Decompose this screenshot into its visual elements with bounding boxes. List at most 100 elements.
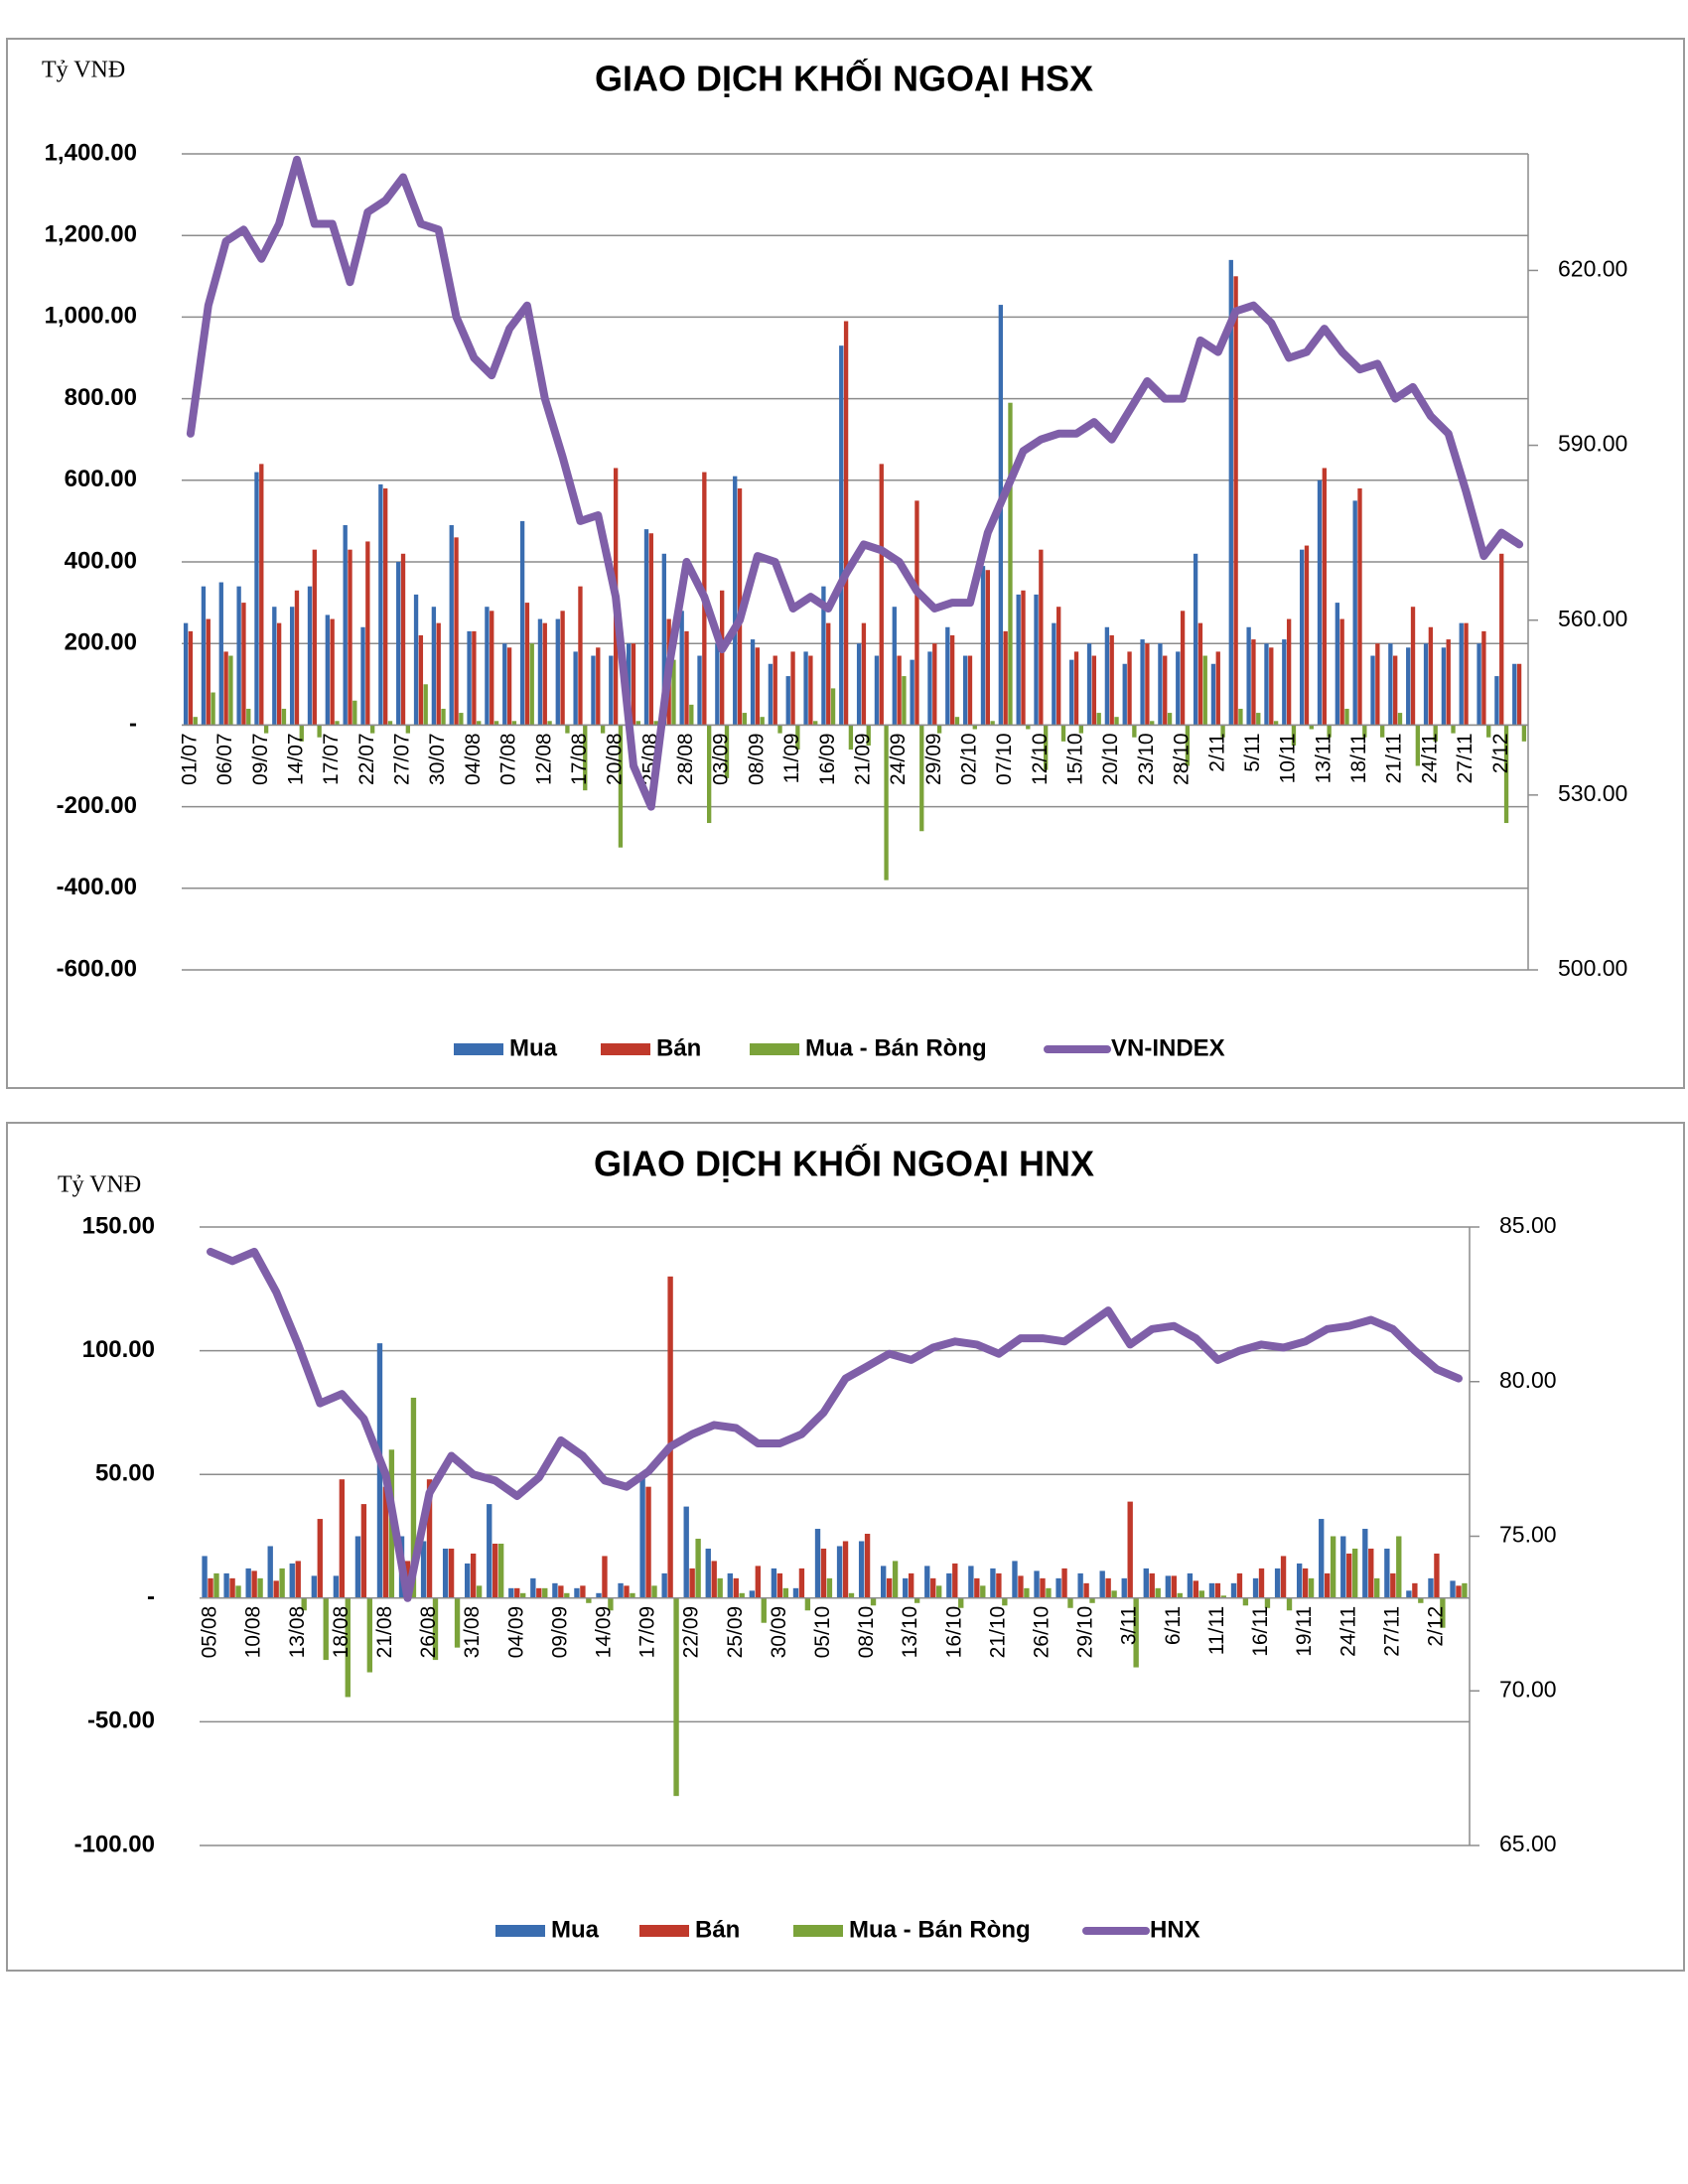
bar xyxy=(487,1504,492,1598)
x-tick-label: 28/10 xyxy=(1171,733,1194,785)
bar xyxy=(477,721,482,726)
bar xyxy=(259,464,264,726)
bar xyxy=(400,553,406,726)
y-tick-label: 600.00 xyxy=(65,466,137,492)
bar xyxy=(803,651,808,726)
bar xyxy=(720,590,725,726)
bar xyxy=(695,1538,701,1598)
bar xyxy=(985,570,990,726)
legend-swatch xyxy=(454,1043,503,1055)
bar xyxy=(880,1566,887,1598)
bar xyxy=(998,305,1004,726)
legend-label: Mua - Bán Ròng xyxy=(849,1916,1031,1943)
x-tick-label: 13/10 xyxy=(899,1606,921,1659)
bar xyxy=(902,676,907,726)
bar xyxy=(436,622,441,726)
bar xyxy=(317,1519,323,1598)
y-tick-label: - xyxy=(147,1583,155,1610)
bar xyxy=(618,725,624,848)
bar xyxy=(497,1543,504,1598)
bar xyxy=(914,1597,920,1603)
bar xyxy=(580,1585,586,1598)
bar xyxy=(202,1556,208,1598)
bar xyxy=(1155,1587,1161,1598)
x-tick-label: 26/10 xyxy=(1031,1606,1054,1659)
bar xyxy=(600,725,606,734)
bar xyxy=(962,655,968,726)
bar xyxy=(661,1572,667,1598)
bar xyxy=(1512,663,1517,726)
legend-label: HNX xyxy=(1150,1916,1200,1943)
bar xyxy=(1486,725,1491,738)
bar xyxy=(1464,622,1469,726)
bar xyxy=(661,553,667,726)
bar xyxy=(1040,1577,1046,1598)
bar xyxy=(348,549,352,726)
bar xyxy=(352,700,357,726)
bar xyxy=(1322,468,1327,726)
y-tick-label: 200.00 xyxy=(65,629,137,656)
bar xyxy=(1370,655,1375,726)
bar xyxy=(667,1276,673,1598)
bar xyxy=(706,725,712,824)
bar xyxy=(897,655,902,726)
bar xyxy=(1291,725,1297,746)
x-tick-label: 17/09 xyxy=(636,1606,659,1659)
bar xyxy=(330,618,335,726)
bar xyxy=(773,655,777,726)
bar xyxy=(1410,607,1416,726)
bar xyxy=(866,725,871,746)
bar xyxy=(1450,1580,1456,1598)
bar xyxy=(1039,549,1044,726)
bar xyxy=(294,590,300,726)
bar xyxy=(1286,1597,1293,1611)
bar xyxy=(229,1577,235,1598)
bar xyxy=(583,725,588,791)
bar xyxy=(289,607,295,726)
bar xyxy=(848,725,854,751)
bar xyxy=(1012,1561,1018,1598)
bar xyxy=(1456,1585,1462,1598)
bar xyxy=(405,725,411,734)
bar xyxy=(842,1541,849,1598)
x-tick-label: 11/11 xyxy=(1205,1606,1228,1655)
bar xyxy=(1002,1597,1008,1606)
bar xyxy=(798,1568,805,1598)
bar xyxy=(564,1592,570,1598)
bar xyxy=(689,704,694,726)
bar xyxy=(502,643,507,726)
y-tick-label: 400.00 xyxy=(65,547,137,574)
bar xyxy=(235,1585,241,1598)
bar xyxy=(1197,622,1203,726)
bar xyxy=(1406,647,1411,726)
bar xyxy=(470,1553,477,1598)
bar xyxy=(1233,276,1238,726)
bar xyxy=(1140,639,1145,726)
x-tick-label: 10/08 xyxy=(242,1606,265,1659)
bar xyxy=(790,651,795,726)
bar xyxy=(733,476,738,726)
bar xyxy=(608,1597,614,1611)
bar xyxy=(1357,488,1362,726)
bar xyxy=(980,1585,986,1598)
y2-tick-label: 560.00 xyxy=(1558,606,1627,631)
x-tick-label: 21/09 xyxy=(851,733,874,785)
bar xyxy=(273,1580,279,1598)
bar xyxy=(1258,1568,1265,1598)
x-tick-label: 16/11 xyxy=(1249,1606,1272,1657)
bar xyxy=(1185,725,1191,766)
bar xyxy=(1018,1575,1024,1598)
bar xyxy=(311,1575,318,1598)
bar xyxy=(761,1597,767,1623)
bar xyxy=(223,651,228,726)
bar xyxy=(1003,630,1008,726)
bar xyxy=(1390,1572,1396,1598)
y-axis-label: Tỷ VNĐ xyxy=(42,58,125,83)
bar xyxy=(454,1597,461,1648)
bar xyxy=(858,1541,865,1598)
bar xyxy=(472,630,477,726)
bar xyxy=(1264,1597,1271,1608)
bar xyxy=(954,717,960,726)
bar xyxy=(245,1568,251,1598)
bar xyxy=(968,1566,974,1598)
